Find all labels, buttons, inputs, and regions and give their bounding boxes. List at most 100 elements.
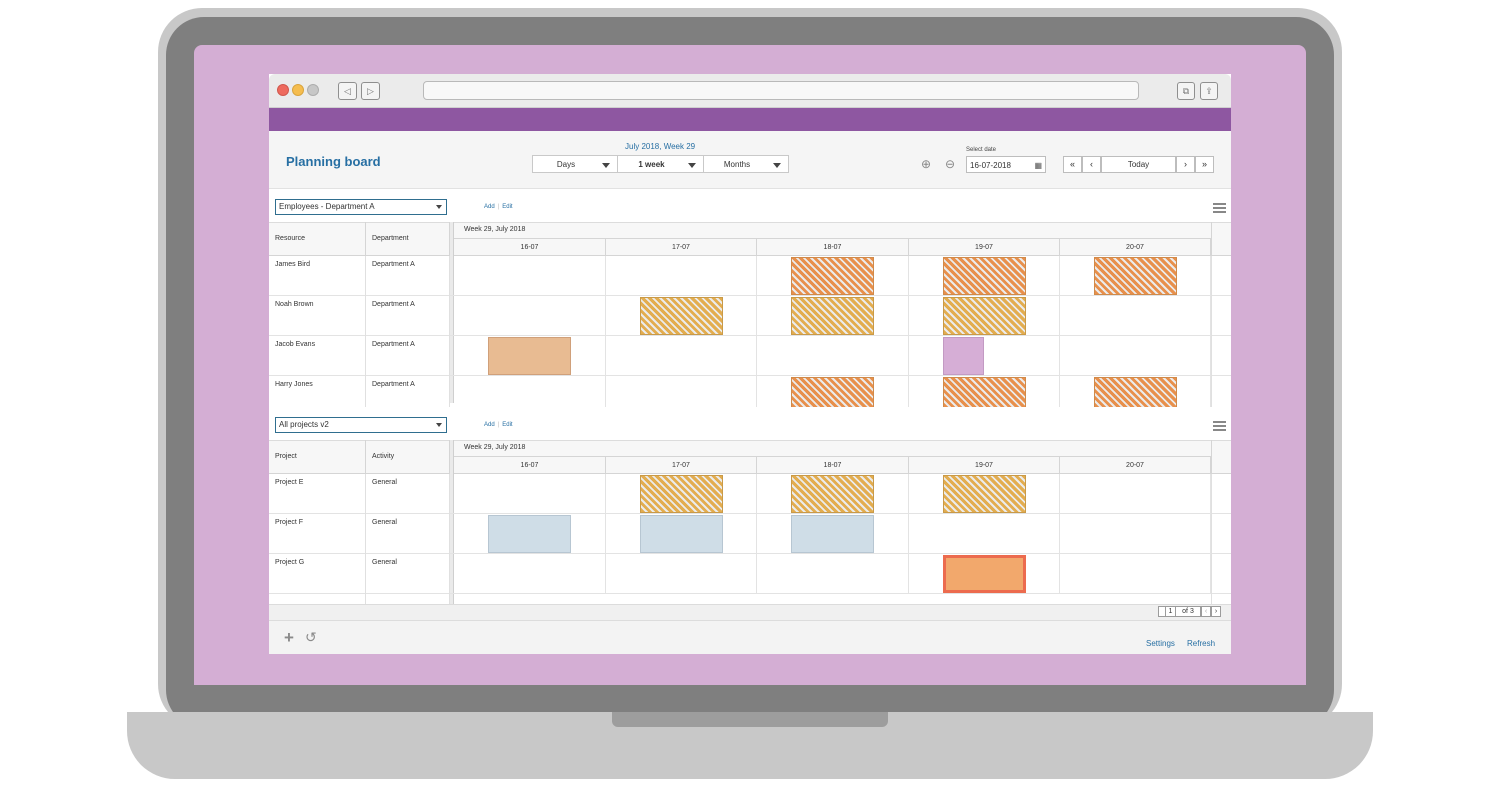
timeline-cell[interactable] [757, 554, 909, 594]
range-select[interactable]: 1 week [617, 155, 704, 173]
timeline-cell[interactable] [1060, 336, 1211, 376]
tabs-icon[interactable]: ⧉ [1177, 82, 1195, 100]
row-name[interactable]: Project E [269, 474, 366, 514]
row-name[interactable]: Project F [269, 514, 366, 554]
add-icon[interactable]: + [284, 628, 294, 647]
timeline-cell[interactable] [909, 514, 1060, 554]
splitter-handle[interactable] [450, 222, 454, 403]
booking-bar[interactable] [791, 297, 874, 335]
timeline-cell[interactable] [1060, 554, 1211, 594]
last-page-button[interactable]: » [1195, 156, 1214, 173]
days-select[interactable]: Days [532, 155, 618, 173]
row-name[interactable]: Jacob Evans [269, 336, 366, 376]
day-header: 17-07 [606, 239, 757, 256]
timeline-cell[interactable] [454, 256, 606, 296]
timeline-cell[interactable] [454, 514, 606, 554]
pagination-back-icon[interactable]: ‹ [1201, 606, 1211, 617]
share-icon[interactable]: ⇪ [1200, 82, 1218, 100]
edit-link[interactable]: Edit [502, 422, 513, 428]
timeline-cell[interactable] [1060, 474, 1211, 514]
refresh-link[interactable]: Refresh [1187, 639, 1216, 648]
calendar-icon[interactable]: ▦ [1034, 161, 1042, 170]
day-header: 16-07 [454, 239, 606, 256]
booking-bar[interactable] [943, 257, 1026, 295]
edit-link[interactable]: Edit [502, 204, 513, 210]
row-name[interactable]: Noah Brown [269, 296, 366, 336]
pagination-forward-icon[interactable]: › [1211, 606, 1221, 617]
undo-icon[interactable]: ↺ [305, 629, 317, 645]
add-link[interactable]: Add [484, 422, 495, 428]
timeline-cell[interactable] [909, 296, 1060, 336]
timeline-cell[interactable] [606, 554, 757, 594]
minimize-window-button[interactable] [292, 84, 304, 96]
pagination-current[interactable]: 1 [1165, 606, 1176, 617]
timeline-cell[interactable] [606, 296, 757, 336]
row-name[interactable]: Project G [269, 554, 366, 594]
next-page-button[interactable]: › [1176, 156, 1195, 173]
prev-page-button[interactable]: ‹ [1082, 156, 1101, 173]
timeline-cell[interactable] [757, 336, 909, 376]
maximize-window-button[interactable] [307, 84, 319, 96]
booking-bar[interactable] [488, 337, 571, 375]
timeline-cell[interactable] [757, 514, 909, 554]
today-button[interactable]: Today [1101, 156, 1176, 173]
timeline-cell[interactable] [909, 256, 1060, 296]
projects-filter-select[interactable]: All projects v2 [275, 417, 447, 433]
date-input[interactable]: 16-07-2018 ▦ [966, 156, 1046, 173]
timeline-cell[interactable] [757, 296, 909, 336]
timeline-cell[interactable] [1060, 296, 1211, 336]
months-select[interactable]: Months [703, 155, 789, 173]
menu-icon[interactable] [1213, 203, 1226, 215]
timeline-cell[interactable] [757, 474, 909, 514]
resources-filter-select[interactable]: Employees - Department A [275, 199, 447, 215]
booking-bar[interactable] [488, 515, 571, 553]
booking-bar[interactable] [791, 515, 874, 553]
timeline-cell[interactable] [757, 256, 909, 296]
row-group: Department A [366, 336, 450, 376]
address-bar[interactable] [423, 81, 1139, 100]
zoom-in-icon[interactable]: ⊕ [921, 157, 932, 171]
timeline-cell[interactable] [909, 376, 1060, 416]
timeline-cell[interactable] [606, 514, 757, 554]
timeline-cell[interactable] [909, 474, 1060, 514]
booking-bar[interactable] [640, 297, 723, 335]
timeline-cell[interactable] [606, 474, 757, 514]
timeline-cell[interactable] [1060, 514, 1211, 554]
zoom-out-icon[interactable]: ⊖ [945, 157, 956, 171]
timeline-cell[interactable] [1060, 376, 1211, 416]
scrollbar-track[interactable] [1211, 474, 1231, 638]
add-link[interactable]: Add [484, 204, 495, 210]
timeline-cell[interactable] [1060, 256, 1211, 296]
row-name[interactable]: Harry Jones [269, 376, 366, 416]
timeline-cell[interactable] [454, 376, 606, 416]
settings-link[interactable]: Settings [1146, 639, 1175, 648]
forward-icon[interactable]: ▷ [361, 82, 380, 100]
row-name[interactable]: James Bird [269, 256, 366, 296]
booking-bar[interactable] [943, 337, 984, 375]
booking-bar[interactable] [943, 297, 1026, 335]
close-window-button[interactable] [277, 84, 289, 96]
first-page-button[interactable]: « [1063, 156, 1082, 173]
splitter-handle[interactable] [450, 440, 454, 604]
menu-icon[interactable] [1213, 421, 1226, 433]
timeline-cell[interactable] [454, 296, 606, 336]
timeline-cell[interactable] [454, 554, 606, 594]
booking-bar[interactable] [943, 475, 1026, 513]
booking-bar[interactable] [943, 555, 1026, 593]
booking-bar[interactable] [791, 257, 874, 295]
booking-bar[interactable] [640, 475, 723, 513]
back-icon[interactable]: ◁ [338, 82, 357, 100]
booking-bar[interactable] [1094, 257, 1177, 295]
booking-bar[interactable] [640, 515, 723, 553]
timeline-cell[interactable] [606, 336, 757, 376]
timeline-cell[interactable] [606, 256, 757, 296]
timeline-cell[interactable] [454, 336, 606, 376]
timeline-cell[interactable] [909, 336, 1060, 376]
timeline-cell[interactable] [454, 474, 606, 514]
pagination-prev[interactable] [1158, 606, 1165, 617]
scrollbar-track[interactable] [1211, 256, 1231, 437]
timeline-cell[interactable] [606, 376, 757, 416]
timeline-cell[interactable] [757, 376, 909, 416]
timeline-cell[interactable] [909, 554, 1060, 594]
booking-bar[interactable] [791, 475, 874, 513]
